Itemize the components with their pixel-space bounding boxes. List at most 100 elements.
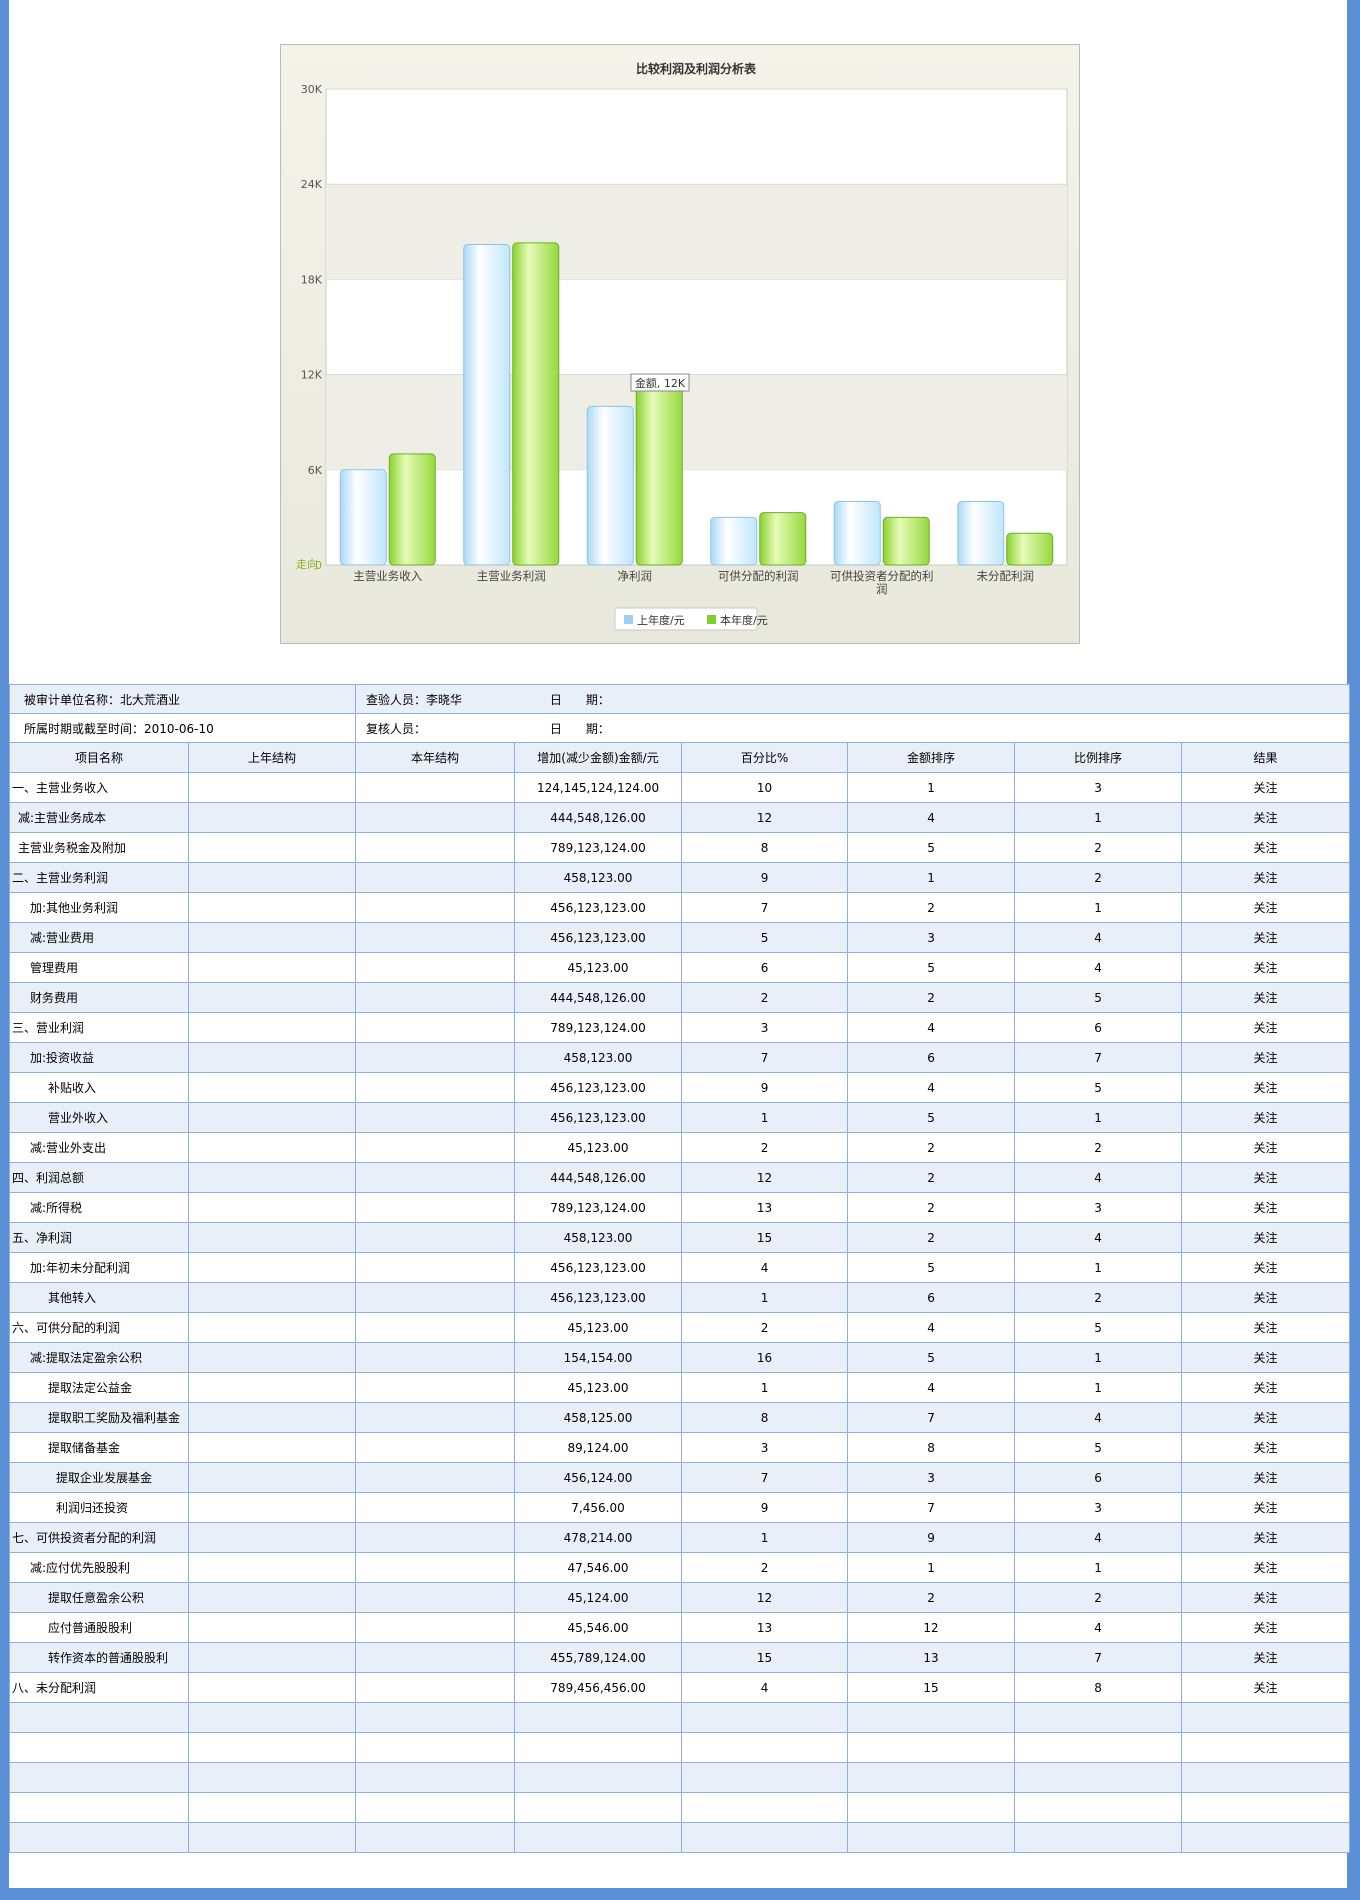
y-tick-label: 0 [315, 559, 322, 572]
table-row: 减:应付优先股股利 47,546.00 2 1 1 关注 [9, 1552, 1351, 1583]
amount-rank-cell: 5 [847, 1102, 1016, 1133]
this-year-structure-cell [355, 1492, 516, 1523]
item-name-cell: 提取储备基金 [9, 1432, 189, 1463]
empty-cell [847, 1822, 1016, 1853]
change-amount-cell: 45,546.00 [514, 1612, 683, 1643]
change-amount-cell: 458,123.00 [514, 862, 683, 893]
result-cell: 关注 [1181, 862, 1351, 893]
last-year-structure-cell [187, 1432, 357, 1463]
amount-rank-cell: 5 [847, 952, 1016, 983]
result-cell: 关注 [1181, 1102, 1351, 1133]
bar-this-year[interactable] [882, 516, 930, 566]
item-name-cell: 提取职工奖励及福利基金 [9, 1402, 189, 1433]
table-row: 补贴收入 456,123,123.00 9 4 5 关注 [9, 1072, 1351, 1103]
empty-cell [514, 1732, 683, 1763]
legend-label-this-year: 本年度/元 [720, 613, 768, 627]
bar-last-year[interactable] [586, 405, 634, 566]
empty-cell [681, 1732, 849, 1763]
bar-this-year[interactable] [635, 374, 683, 566]
chart-legend[interactable]: 上年度/元 本年度/元 [614, 607, 768, 631]
last-year-structure-cell [187, 832, 357, 863]
ratio-rank-cell: 4 [1014, 1612, 1183, 1643]
last-year-structure-cell [187, 922, 357, 953]
empty-cell [355, 1822, 516, 1853]
empty-cell [1014, 1822, 1183, 1853]
this-year-structure-cell [355, 1642, 516, 1673]
empty-cell [9, 1822, 189, 1853]
ratio-rank-cell: 4 [1014, 1402, 1183, 1433]
header-amount-rank: 金额排序 [847, 742, 1016, 773]
ratio-rank-cell: 8 [1014, 1672, 1183, 1703]
percentage-cell: 2 [681, 982, 849, 1013]
y-tick-label: 12K [301, 369, 323, 382]
amount-rank-cell: 7 [847, 1492, 1016, 1523]
y-tick-label: 6K [308, 464, 323, 477]
header-result: 结果 [1181, 742, 1351, 773]
bar-last-year[interactable] [833, 501, 881, 566]
percentage-cell: 8 [681, 1402, 849, 1433]
ratio-rank-cell: 1 [1014, 1552, 1183, 1583]
empty-cell [681, 1762, 849, 1793]
this-year-structure-cell [355, 802, 516, 833]
amount-rank-cell: 2 [847, 982, 1016, 1013]
item-name-cell: 减:营业费用 [9, 922, 189, 953]
percentage-cell: 1 [681, 1522, 849, 1553]
table-row: 八、未分配利润 789,456,456.00 4 15 8 关注 [9, 1672, 1351, 1703]
bar-last-year[interactable] [710, 516, 758, 566]
bar-this-year[interactable] [512, 242, 560, 566]
bar-this-year[interactable] [759, 512, 807, 566]
item-name-cell: 三、营业利润 [9, 1012, 189, 1043]
change-amount-cell: 789,123,124.00 [514, 832, 683, 863]
result-cell: 关注 [1181, 832, 1351, 863]
amount-rank-cell: 2 [847, 1132, 1016, 1163]
table-row: 营业外收入 456,123,123.00 1 5 1 关注 [9, 1102, 1351, 1133]
chart-title: 比较利润及利润分析表 [636, 61, 757, 76]
bar-last-year[interactable] [463, 243, 511, 566]
this-year-structure-cell [355, 1432, 516, 1463]
amount-rank-cell: 6 [847, 1042, 1016, 1073]
percentage-cell: 9 [681, 862, 849, 893]
table-row: 提取储备基金 89,124.00 3 8 5 关注 [9, 1432, 1351, 1463]
percentage-cell: 9 [681, 1492, 849, 1523]
empty-cell [9, 1792, 189, 1823]
amount-rank-cell: 4 [847, 1372, 1016, 1403]
x-tick-label: 未分配利润 [977, 569, 1035, 583]
empty-cell [847, 1702, 1016, 1733]
ratio-rank-cell: 5 [1014, 1432, 1183, 1463]
header-item-name: 项目名称 [9, 742, 189, 773]
reviewer-label: 复核人员： [366, 721, 427, 736]
this-year-structure-cell [355, 1102, 516, 1133]
ratio-rank-cell: 7 [1014, 1042, 1183, 1073]
percentage-cell: 10 [681, 772, 849, 803]
corner-label: 走向 [296, 557, 318, 571]
bar-this-year[interactable] [1006, 532, 1054, 566]
this-year-structure-cell [355, 1552, 516, 1583]
amount-rank-cell: 6 [847, 1282, 1016, 1313]
change-amount-cell: 444,548,126.00 [514, 802, 683, 833]
last-year-structure-cell [187, 1552, 357, 1583]
last-year-structure-cell [187, 1252, 357, 1283]
ratio-rank-cell: 6 [1014, 1012, 1183, 1043]
table-row: 减:提取法定盈余公积 154,154.00 16 5 1 关注 [9, 1342, 1351, 1373]
bar-this-year[interactable] [388, 453, 436, 566]
bar-last-year[interactable] [339, 469, 387, 566]
info-row-1: 被审计单位名称：北大荒酒业 查验人员：李晓华 日 期： [8, 684, 1351, 714]
last-year-structure-cell [187, 1282, 357, 1313]
empty-cell [355, 1702, 516, 1733]
change-amount-cell: 89,124.00 [514, 1432, 683, 1463]
table-row: 提取任意盈余公积 45,124.00 12 2 2 关注 [9, 1582, 1351, 1613]
bar-last-year[interactable] [957, 501, 1005, 566]
item-name-cell: 加:投资收益 [9, 1042, 189, 1073]
header-percentage: 百分比% [681, 742, 849, 773]
percentage-cell: 9 [681, 1072, 849, 1103]
result-cell: 关注 [1181, 1672, 1351, 1703]
percentage-cell: 8 [681, 832, 849, 863]
result-cell: 关注 [1181, 1372, 1351, 1403]
last-year-structure-cell [187, 952, 357, 983]
last-year-structure-cell [187, 1102, 357, 1133]
header-ratio-rank: 比例排序 [1014, 742, 1183, 773]
last-year-structure-cell [187, 1612, 357, 1643]
ratio-rank-cell: 5 [1014, 1072, 1183, 1103]
table-row: 提取法定公益金 45,123.00 1 4 1 关注 [9, 1372, 1351, 1403]
change-amount-cell: 456,123,123.00 [514, 1072, 683, 1103]
